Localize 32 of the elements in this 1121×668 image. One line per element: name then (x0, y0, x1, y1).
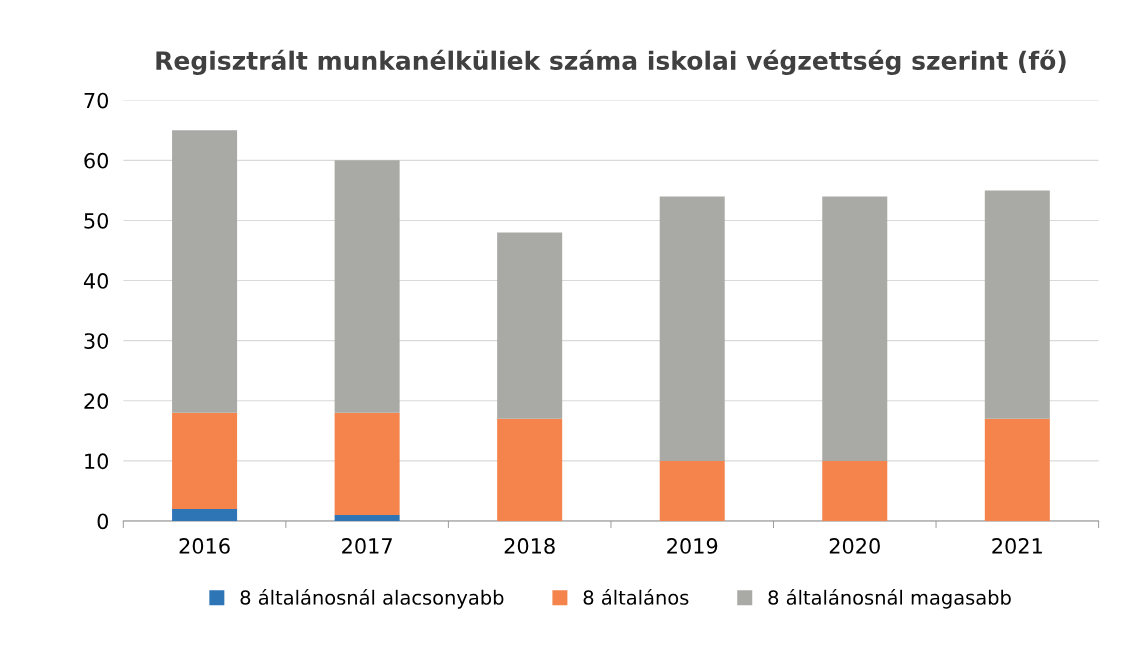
legend-label: 8 általánosnál magasabb (768, 589, 1011, 609)
y-tick-label: 30 (84, 333, 109, 349)
chart-title: Regisztrált munkanélküliek száma iskolai végzettség szerint (fő) (156, 49, 1066, 76)
bar (497, 232, 563, 419)
bar (172, 412, 238, 510)
x-tick-label: 2020 (829, 538, 880, 554)
y-tick-label: 10 (85, 453, 109, 470)
x-tick-label: 2016 (179, 538, 230, 554)
y-tick-label: 60 (84, 152, 109, 169)
bar (172, 130, 238, 413)
y-tick-label: 70 (84, 92, 109, 109)
bar (334, 160, 400, 413)
bar (822, 460, 888, 522)
bar (334, 515, 400, 522)
bar (659, 460, 725, 522)
y-tick-label: 0 (97, 513, 109, 530)
bar (659, 196, 725, 461)
x-tick-label: 2021 (992, 538, 1042, 554)
x-tick-label: 2018 (504, 538, 555, 554)
bar (497, 418, 563, 522)
bar (334, 412, 400, 516)
x-tick-label: 2019 (667, 538, 718, 554)
x-tick-label: 2017 (342, 538, 392, 554)
y-tick-label: 50 (84, 212, 109, 229)
legend-label: 8 általánosnál alacsonyabb (240, 589, 504, 609)
bar (984, 418, 1050, 522)
bar (822, 196, 888, 461)
legend-label: 8 általános (583, 589, 689, 605)
bar (984, 190, 1050, 419)
bar (172, 509, 238, 522)
y-tick-label: 40 (83, 273, 109, 289)
y-tick-label: 20 (84, 393, 109, 410)
